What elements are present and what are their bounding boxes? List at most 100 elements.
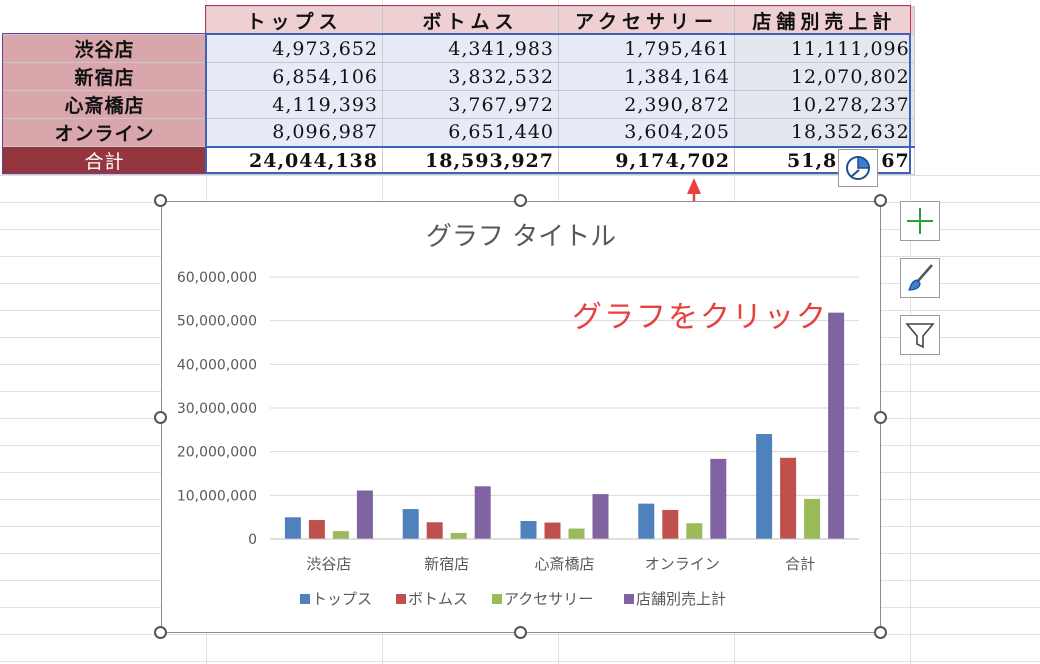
chart-title[interactable]: グラフ タイトル bbox=[425, 222, 617, 252]
value-cell[interactable]: 11,111,096 bbox=[734, 34, 915, 63]
resize-handle-bottom-left[interactable] bbox=[154, 626, 167, 639]
bar-店舗別売上計 bbox=[474, 486, 491, 539]
resize-handle-left[interactable] bbox=[154, 411, 167, 424]
x-tick-label: 心斎橋店 bbox=[534, 555, 594, 573]
funnel-icon bbox=[905, 323, 935, 349]
resize-handle-top-right[interactable] bbox=[874, 194, 887, 207]
row-gridline bbox=[0, 175, 1040, 176]
table-row: 新宿店 6,854,106 3,832,532 1,384,164 12,070… bbox=[2, 62, 915, 91]
row-header-cell[interactable]: 心斎橋店 bbox=[2, 90, 207, 119]
table-row: 心斎橋店 4,119,393 3,767,972 2,390,872 10,27… bbox=[2, 90, 915, 119]
legend-swatch bbox=[624, 594, 634, 604]
row-header-cell[interactable]: オンライン bbox=[2, 118, 207, 147]
header-row: トップス ボトムス アクセサリー 店舗別売上計 bbox=[2, 6, 915, 35]
value-cell[interactable]: 10,278,237 bbox=[734, 90, 915, 119]
bar-アクセサリー bbox=[804, 498, 821, 539]
y-tick-label: 10,000,000 bbox=[177, 488, 257, 504]
bar-アクセサリー bbox=[686, 523, 703, 539]
bar-アクセサリー bbox=[450, 532, 467, 539]
value-cell[interactable]: 3,604,205 bbox=[558, 118, 735, 147]
y-tick-label: 20,000,000 bbox=[177, 445, 257, 461]
value-cell[interactable]: 18,352,632 bbox=[734, 118, 915, 147]
legend-label: アクセサリー bbox=[504, 590, 593, 608]
chart-area[interactable]: グラフ タイトル 0 10,000,000 20,000,000 30,000,000… bbox=[161, 201, 881, 633]
value-cell[interactable]: 6,651,440 bbox=[382, 118, 559, 147]
resize-handle-top[interactable] bbox=[514, 194, 527, 207]
chart-plot[interactable]: 0 10,000,000 20,000,000 30,000,000 40,000,00… bbox=[162, 202, 880, 632]
bar-ボトムス bbox=[544, 522, 561, 539]
chart-filters-button[interactable] bbox=[900, 315, 940, 355]
table-row: オンライン 8,096,987 6,651,440 3,604,205 18,3… bbox=[2, 118, 915, 147]
chart-styles-button[interactable] bbox=[900, 258, 940, 298]
x-tick-label: オンライン bbox=[645, 555, 720, 573]
value-cell[interactable]: 1,384,164 bbox=[558, 62, 735, 91]
sales-table: トップス ボトムス アクセサリー 店舗別売上計 渋谷店 4,973,652 4,… bbox=[2, 6, 915, 175]
plus-icon bbox=[907, 208, 933, 234]
value-cell[interactable]: 3,832,532 bbox=[382, 62, 559, 91]
value-cell[interactable]: 3,767,972 bbox=[382, 90, 559, 119]
chart-elements-button[interactable] bbox=[900, 201, 940, 241]
legend-label: 店舗別売上計 bbox=[636, 590, 726, 608]
value-cell[interactable]: 12,070,802 bbox=[734, 62, 915, 91]
chart-icon bbox=[846, 156, 870, 180]
legend-swatch bbox=[492, 594, 502, 604]
table-row: 渋谷店 4,973,652 4,341,983 1,795,461 11,111… bbox=[2, 34, 915, 63]
value-cell[interactable]: 6,854,106 bbox=[206, 62, 383, 91]
resize-handle-right[interactable] bbox=[874, 411, 887, 424]
total-value-cell[interactable]: 51,8 67 bbox=[734, 145, 915, 175]
annotation-text: グラフをクリック bbox=[572, 300, 828, 335]
quick-analysis-button[interactable] bbox=[838, 149, 878, 187]
row-gridline bbox=[0, 661, 1040, 662]
y-tick-label: 60,000,000 bbox=[177, 270, 257, 286]
legend-label: トップス bbox=[312, 590, 372, 608]
total-value-cell[interactable]: 9,174,702 bbox=[558, 145, 735, 175]
legend-label: ボトムス bbox=[408, 590, 468, 608]
header-cell-store-total[interactable]: 店舗別売上計 bbox=[734, 6, 915, 35]
value-cell[interactable]: 4,119,393 bbox=[206, 90, 383, 119]
corner-cell[interactable] bbox=[2, 6, 207, 35]
resize-handle-bottom[interactable] bbox=[514, 626, 527, 639]
legend-swatch bbox=[300, 594, 310, 604]
bar-店舗別売上計 bbox=[592, 494, 609, 539]
value-cell[interactable]: 4,341,983 bbox=[382, 34, 559, 63]
y-tick-label: 50,000,000 bbox=[177, 314, 257, 330]
bar-アクセサリー bbox=[568, 528, 585, 539]
total-value-cell[interactable]: 18,593,927 bbox=[382, 145, 559, 175]
legend-swatch bbox=[396, 594, 406, 604]
x-tick-label: 合計 bbox=[785, 555, 815, 573]
value-cell[interactable]: 4,973,652 bbox=[206, 34, 383, 63]
row-header-cell[interactable]: 渋谷店 bbox=[2, 34, 207, 63]
value-cell[interactable]: 1,795,461 bbox=[558, 34, 735, 63]
total-value-part: 67 bbox=[881, 149, 910, 172]
total-value-cell[interactable]: 24,044,138 bbox=[206, 145, 383, 175]
value-cell[interactable]: 2,390,872 bbox=[558, 90, 735, 119]
bar-店舗別売上計 bbox=[710, 458, 727, 539]
resize-handle-bottom-right[interactable] bbox=[874, 626, 887, 639]
y-tick-label: 40,000,000 bbox=[177, 357, 257, 373]
bar-ボトムス bbox=[780, 457, 797, 539]
total-row: 合計 24,044,138 18,593,927 9,174,702 51,8 6… bbox=[2, 145, 915, 175]
x-tick-label: 新宿店 bbox=[424, 555, 469, 573]
resize-handle-top-left[interactable] bbox=[154, 194, 167, 207]
header-cell-bottoms[interactable]: ボトムス bbox=[382, 6, 559, 35]
bar-ボトムス bbox=[308, 520, 325, 539]
bar-トップス bbox=[284, 517, 301, 539]
header-cell-accessories[interactable]: アクセサリー bbox=[558, 6, 735, 35]
total-value-part: 51,8 bbox=[787, 149, 838, 172]
bar-アクセサリー bbox=[332, 531, 349, 539]
bar-ボトムス bbox=[662, 509, 679, 539]
paintbrush-icon bbox=[908, 264, 933, 291]
x-tick-label: 渋谷店 bbox=[306, 555, 351, 573]
bar-トップス bbox=[520, 521, 537, 539]
bar-トップス bbox=[756, 434, 773, 539]
bar-ボトムス bbox=[426, 522, 443, 539]
bar-トップス bbox=[638, 503, 655, 539]
total-header-cell[interactable]: 合計 bbox=[2, 146, 207, 175]
y-tick-label: 30,000,000 bbox=[177, 401, 257, 417]
y-tick-label: 0 bbox=[248, 532, 257, 548]
header-cell-tops[interactable]: トップス bbox=[206, 6, 383, 35]
bar-トップス bbox=[402, 509, 419, 539]
bar-店舗別売上計 bbox=[828, 312, 845, 539]
value-cell[interactable]: 8,096,987 bbox=[206, 118, 383, 147]
row-header-cell[interactable]: 新宿店 bbox=[2, 62, 207, 91]
